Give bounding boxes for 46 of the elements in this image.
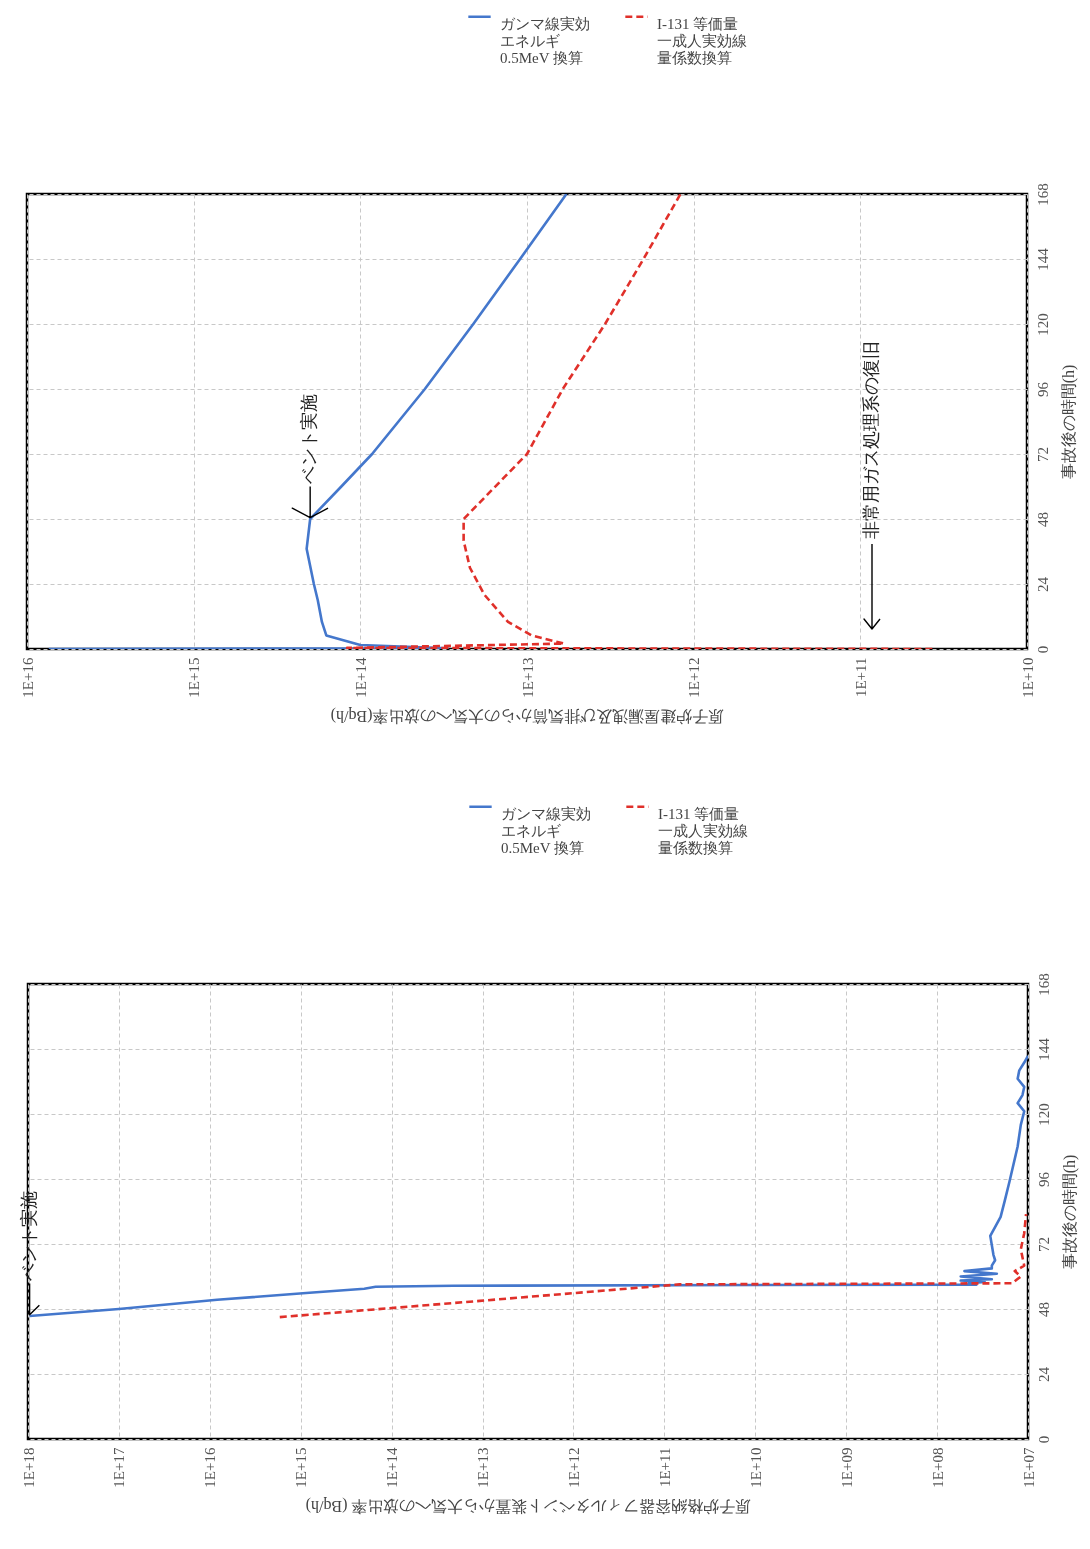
y-axis-title: 事故後の時間(h) (1060, 1154, 1079, 1270)
legend-label: I-131 等価量一成人実効線量係数換算 (657, 15, 747, 66)
x-tick-label: 1E+18 (20, 1447, 37, 1488)
y-tick-label: 24 (1034, 576, 1051, 592)
x-axis-title: 原子炉格納容器フィルタベント装置から大気への放出率 (Bq/h) (305, 1496, 752, 1515)
y-tick-label: 168 (1035, 973, 1052, 996)
x-tick-label: 1E+15 (293, 1447, 310, 1488)
x-tick-label: 1E+14 (384, 1447, 401, 1488)
annotation: 非常用ガス処理系の復旧 (861, 341, 881, 539)
y-tick-label: 144 (1034, 247, 1051, 271)
x-tick-label: 1E+08 (929, 1447, 946, 1488)
y-axis-title: 事故後の時間(h) (1059, 364, 1078, 480)
legend-label: ガンマ線実効エネルギ0.5MeV 換算 (501, 805, 591, 856)
annotation: ベント実施 (18, 1190, 39, 1281)
x-tick-label: 1E+13 (475, 1447, 492, 1488)
y-tick-label: 48 (1034, 512, 1051, 527)
x-tick-label: 1E+16 (19, 657, 36, 698)
y-tick-label: 0 (1034, 645, 1051, 654)
x-tick-label: 1E+13 (519, 657, 536, 698)
annotation: ベント実施 (299, 393, 320, 484)
x-tick-label: 1E+14 (352, 657, 369, 698)
y-tick-label: 120 (1035, 1103, 1052, 1126)
x-tick-label: 1E+07 (1020, 1447, 1037, 1488)
y-tick-label: 120 (1034, 313, 1051, 336)
y-tick-label: 72 (1034, 447, 1051, 462)
x-axis-title: 原子炉建屋漏洩及び排気筒からの大気への放出率(Bq/h) (330, 706, 725, 725)
x-tick-label: 1E+17 (111, 1447, 128, 1488)
x-tick-label: 1E+10 (1019, 657, 1036, 698)
x-tick-label: 1E+11 (852, 657, 869, 698)
y-tick-label: 168 (1034, 183, 1051, 206)
x-tick-label: 1E+12 (686, 657, 703, 698)
legend-label: I-131 等価量一成人実効線量係数換算 (658, 805, 748, 856)
y-tick-label: 144 (1035, 1037, 1052, 1061)
x-tick-label: 1E+15 (186, 657, 203, 698)
x-tick-label: 1E+11 (656, 1447, 673, 1488)
x-tick-label: 1E+10 (747, 1447, 764, 1488)
x-tick-label: 1E+09 (838, 1447, 855, 1488)
x-tick-label: 1E+16 (202, 1447, 219, 1488)
y-tick-label: 24 (1035, 1366, 1052, 1382)
y-tick-label: 48 (1035, 1302, 1052, 1317)
y-tick-label: 72 (1035, 1237, 1052, 1252)
y-tick-label: 0 (1035, 1435, 1052, 1444)
y-tick-label: 96 (1035, 1171, 1052, 1187)
y-tick-label: 96 (1034, 381, 1051, 397)
legend-label: ガンマ線実効エネルギ0.5MeV 換算 (500, 15, 590, 66)
x-tick-label: 1E+12 (565, 1447, 582, 1488)
